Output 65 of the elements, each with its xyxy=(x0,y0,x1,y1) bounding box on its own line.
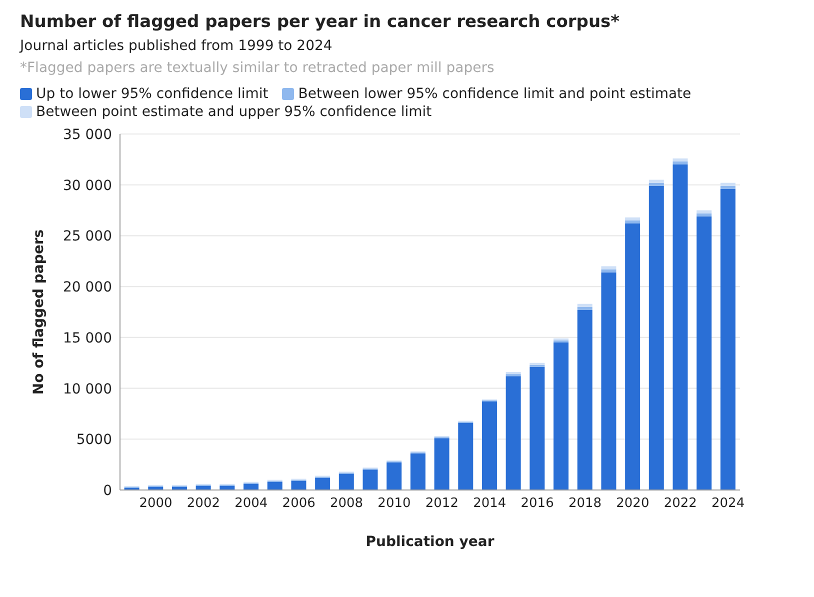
bar xyxy=(648,180,664,183)
bar xyxy=(601,269,616,272)
x-tick-label: 2020 xyxy=(616,496,650,512)
bar xyxy=(601,266,616,270)
bar xyxy=(291,480,306,490)
x-tick-label: 2024 xyxy=(712,496,745,512)
bar xyxy=(434,438,450,490)
bar xyxy=(648,182,664,186)
y-tick-label: 5000 xyxy=(76,432,112,448)
bar xyxy=(482,402,497,490)
bar xyxy=(601,272,616,490)
y-axis-title: No of flagged papers xyxy=(30,229,47,395)
bar xyxy=(267,482,282,490)
bar xyxy=(720,188,736,490)
legend-label: Between point estimate and upper 95% confidence limit xyxy=(36,104,432,120)
x-tick-label: 2000 xyxy=(139,496,172,512)
bar xyxy=(672,164,688,490)
bar xyxy=(338,474,354,490)
x-tick-label: 2018 xyxy=(568,496,602,512)
bar xyxy=(315,478,330,490)
bar xyxy=(625,220,640,224)
x-tick-label: 2004 xyxy=(234,496,268,512)
y-tick-label: 10 000 xyxy=(63,381,112,398)
bar xyxy=(625,224,640,490)
bar xyxy=(577,304,592,307)
x-tick-label: 2022 xyxy=(664,496,697,512)
bar xyxy=(696,210,712,214)
bar xyxy=(720,182,736,186)
legend-label: Between lower 95% confidence limit and point estimate xyxy=(298,86,692,102)
x-tick-label: 2012 xyxy=(425,496,458,512)
x-tick-label: 2016 xyxy=(520,496,554,512)
bar xyxy=(410,453,426,490)
text: *Flagged papers are textually similar to retracted paper mill papers xyxy=(20,60,496,76)
x-tick-label: 2008 xyxy=(330,496,364,512)
bar xyxy=(458,422,474,490)
y-tick-label: 30 000 xyxy=(63,178,112,194)
x-tick-label: 2014 xyxy=(473,496,506,512)
x-tick-label: 2002 xyxy=(186,496,220,512)
y-tick-label: 35 000 xyxy=(63,126,112,143)
x-tick-label: 2010 xyxy=(378,496,411,512)
bar xyxy=(244,484,259,490)
chart-title: Number of flagged papers per year in cancer research corpus* xyxy=(20,12,621,32)
bar xyxy=(554,340,569,343)
legend-label: Up to lower 95% confidence limit xyxy=(36,86,268,102)
bar xyxy=(362,470,378,490)
bar xyxy=(696,216,712,490)
bar xyxy=(720,186,736,189)
bar xyxy=(672,161,688,165)
y-tick-label: 15 000 xyxy=(63,330,112,346)
chart-subtitle: Journal articles published from 1999 to 2024 xyxy=(20,38,334,54)
bar xyxy=(506,376,521,490)
bar xyxy=(577,310,592,490)
bar xyxy=(530,366,545,490)
bar xyxy=(386,462,402,490)
bar xyxy=(648,186,664,490)
bar xyxy=(554,342,569,490)
y-tick-label: 20 000 xyxy=(63,280,112,296)
x-tick-label: 2006 xyxy=(282,496,316,512)
bar xyxy=(625,217,640,220)
bar xyxy=(672,158,688,162)
x-axis-title: Publication year xyxy=(366,534,494,550)
y-tick-label: 25 000 xyxy=(63,228,112,245)
bar xyxy=(577,306,592,310)
bar xyxy=(696,213,712,216)
y-tick-label: 0 xyxy=(103,482,112,499)
